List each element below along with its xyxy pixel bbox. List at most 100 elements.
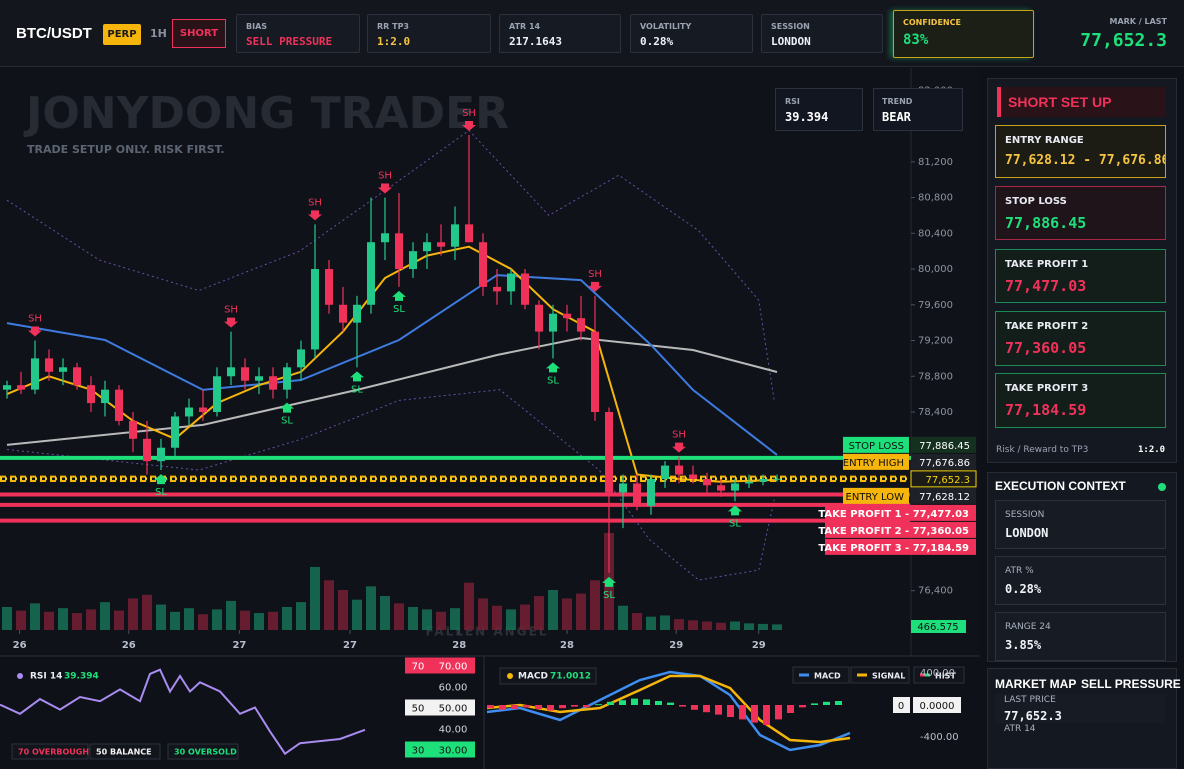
volume-bar — [422, 609, 432, 630]
y-tick-label: 79,200 — [918, 336, 953, 347]
candle-body — [633, 483, 641, 506]
stat-label: BIAS — [246, 22, 268, 31]
candle-body — [465, 224, 473, 243]
legend-name: BALANCE — [110, 748, 152, 757]
candle-body — [213, 376, 221, 412]
level-price: 77,628.12 — [919, 492, 970, 503]
box-label: TAKE PROFIT 3 — [1005, 383, 1089, 394]
candle-body — [241, 367, 249, 381]
rr-value: 1:2.0 — [1138, 445, 1166, 455]
candle-body — [269, 376, 277, 390]
legend-box — [11, 743, 89, 760]
volume-bar — [632, 613, 642, 630]
macd-line — [486, 674, 851, 744]
histogram-bar — [523, 705, 530, 708]
candle-body — [59, 367, 67, 372]
pane-background — [0, 68, 980, 656]
confidence-card: CONFIDENCE 83% — [893, 10, 1034, 58]
level-tag — [825, 538, 976, 555]
context-value: 3.85% — [1005, 638, 1042, 652]
histogram-bar — [535, 705, 542, 709]
map-value: 77,652.3 — [1004, 709, 1062, 723]
candle-body — [549, 313, 557, 332]
zero-value: 0 — [898, 701, 904, 712]
candle-body — [129, 420, 137, 439]
info-label: RSI — [785, 97, 800, 106]
volume-bar — [198, 614, 208, 630]
candle-body — [143, 438, 151, 462]
legend-box — [167, 743, 239, 760]
y-tick-label: 80,000 — [918, 264, 953, 275]
y-tick-label: 400.00 — [920, 668, 955, 679]
histogram-bar — [691, 705, 698, 710]
volume-bar — [492, 605, 502, 630]
candle-body — [31, 358, 39, 390]
volume-bar — [184, 608, 194, 630]
histogram-bar — [631, 698, 638, 705]
volume-bar — [702, 621, 712, 630]
watermark: JONYDONG TRADER — [23, 88, 509, 139]
level-tag — [825, 504, 976, 521]
stat-card: VOLATILITY 0.28% — [630, 14, 753, 53]
context-box: RANGE 24 3.85% — [995, 612, 1166, 661]
info-value: 39.394 — [785, 110, 829, 124]
y-tick-label: 78,800 — [918, 371, 953, 382]
histogram-bar — [667, 702, 674, 705]
target-box: TAKE PROFIT 3 77,184.59 — [995, 373, 1166, 428]
pivot-label: SL — [281, 416, 293, 427]
pivot-arrow — [462, 121, 476, 132]
volume-tag — [911, 620, 966, 633]
info-box: RSI 39.394 — [775, 88, 863, 131]
legend-value: 70 — [18, 748, 30, 757]
candle-body — [227, 367, 235, 377]
volume-bar — [394, 603, 404, 630]
candle-body — [535, 304, 543, 332]
level-value: 70 — [412, 662, 425, 673]
candle-body — [507, 273, 515, 292]
level-tag — [825, 521, 976, 538]
level-tag — [405, 657, 475, 674]
candle-body — [731, 483, 739, 491]
pivot-arrow — [602, 576, 616, 587]
pivot-label: SL — [547, 375, 559, 386]
panel-title: EXECUTION CONTEXT — [995, 479, 1126, 493]
pane-title: RSI 14 — [30, 672, 62, 682]
pivot-label: SL — [603, 590, 615, 601]
info-label: TREND — [882, 97, 913, 106]
direction-badge: SHORT — [172, 19, 226, 48]
volume-bar — [478, 598, 488, 630]
stat-value: LONDON — [771, 35, 811, 48]
pivot-arrow — [546, 362, 560, 373]
volume-bar — [744, 623, 754, 630]
histogram-bar — [763, 705, 770, 725]
pane-value: 71.0012 — [550, 672, 591, 682]
level-value: 50 — [412, 704, 425, 715]
volume-bar — [436, 611, 446, 630]
histogram-bar — [583, 705, 590, 708]
level-tag — [843, 487, 909, 504]
volume-bar — [366, 586, 376, 630]
zero-tag — [893, 697, 910, 713]
volume-bar — [688, 620, 698, 630]
map-box: LAST PRICE 77,652.3 — [995, 694, 1166, 723]
stat-card: RR TP3 1:2.0 — [367, 14, 491, 53]
box-value: 77,477.03 — [1005, 277, 1087, 295]
x-tick-label: 29 — [752, 640, 766, 651]
pivot-arrow — [350, 371, 364, 382]
volume-bar — [100, 602, 110, 630]
pivot-arrow — [672, 442, 686, 453]
x-tick-label: 28 — [560, 640, 574, 651]
level-price-tag — [911, 436, 976, 453]
histogram-bar — [775, 705, 782, 720]
legend-box — [792, 666, 850, 684]
volume-bar — [86, 609, 96, 630]
histogram-bar — [751, 705, 758, 723]
legend-box — [850, 666, 910, 684]
legend-box — [89, 743, 161, 760]
volume-bar — [226, 600, 236, 630]
pivot-arrow — [728, 505, 742, 516]
volume-bar — [254, 613, 264, 630]
histogram-bar — [679, 705, 686, 707]
volume-bar — [506, 609, 516, 630]
stat-value: 0.28% — [640, 35, 674, 48]
